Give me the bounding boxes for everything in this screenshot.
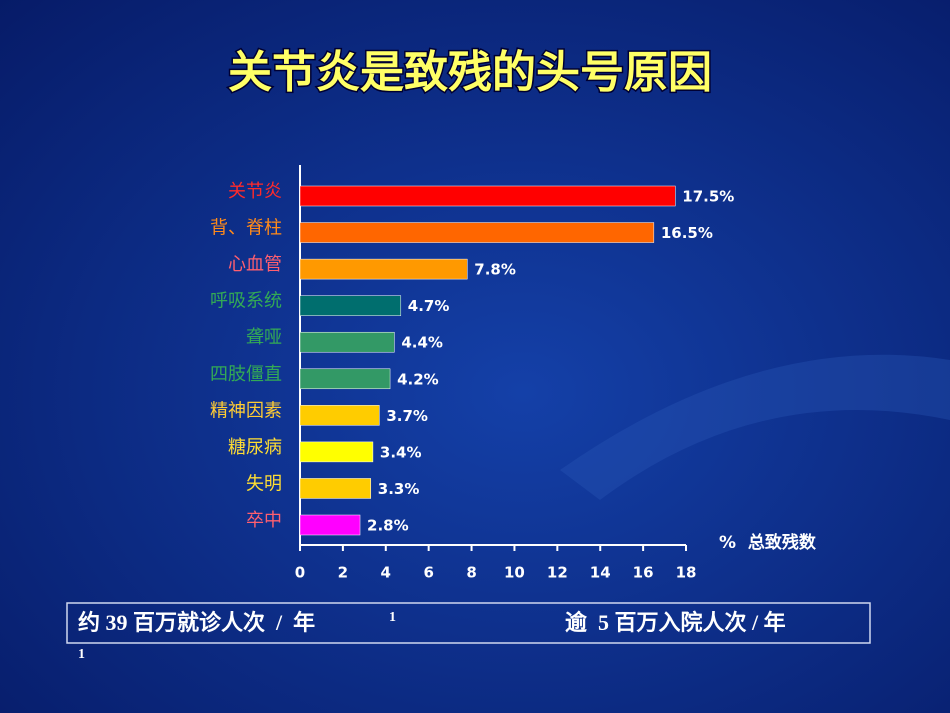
bar (299, 478, 372, 499)
x-tick-label: 6 (423, 564, 433, 582)
value-label: 7.8% (474, 261, 516, 279)
bar (299, 514, 361, 536)
footnote-mark: 1 (78, 647, 85, 662)
bar (299, 222, 655, 243)
value-label: 17.5% (682, 188, 734, 206)
value-label: 3.3% (378, 480, 420, 498)
value-label: 16.5% (661, 224, 713, 242)
bar (299, 405, 380, 426)
bar (299, 441, 374, 463)
x-tick-label: 0 (295, 564, 305, 582)
y-tick-label: 关节炎 (228, 181, 282, 202)
value-label: 3.4% (380, 443, 422, 461)
chart-title: 关节炎是致残的头号原因 (228, 47, 712, 98)
x-tick-label: 12 (547, 564, 568, 582)
footer-box (66, 602, 871, 644)
value-label: 3.7% (386, 407, 428, 425)
x-tick-label: 14 (590, 564, 611, 582)
bar (299, 331, 395, 353)
y-tick-label: 卒中 (246, 510, 282, 531)
x-tick-label: 8 (466, 564, 476, 582)
value-label: 4.2% (397, 370, 439, 388)
x-tick-label: 18 (676, 564, 697, 582)
y-tick-label: 失明 (246, 473, 282, 494)
x-tick-label: 10 (504, 564, 525, 582)
footer-left: 约 39 百万就诊人次 / 年 (78, 610, 315, 635)
y-tick-label: 呼吸系统 (210, 291, 282, 312)
bar (299, 295, 402, 316)
footer-right: 逾 5 百万入院人次 / 年 (565, 610, 786, 635)
y-tick-label: 四肢僵直 (210, 364, 282, 385)
y-tick-label: 背、脊柱 (210, 218, 282, 239)
value-label: 2.8% (367, 517, 409, 535)
value-label: 4.4% (401, 334, 443, 352)
y-tick-label: 聋哑 (246, 327, 282, 348)
bar (299, 258, 468, 280)
x-tick-label: 16 (633, 564, 654, 582)
y-tick-label: 心血管 (228, 254, 282, 275)
decoration (560, 354, 950, 500)
y-tick-label: 精神因素 (210, 400, 282, 421)
x-tick-label: 4 (381, 564, 391, 582)
x-axis-label: % 总致残数 (719, 532, 817, 553)
bar (299, 185, 676, 207)
y-tick-label: 糖尿病 (228, 437, 282, 458)
value-label: 4.7% (408, 297, 450, 315)
bar (299, 368, 391, 390)
x-tick-label: 2 (338, 564, 348, 582)
footnote-mark: 1 (389, 610, 396, 625)
